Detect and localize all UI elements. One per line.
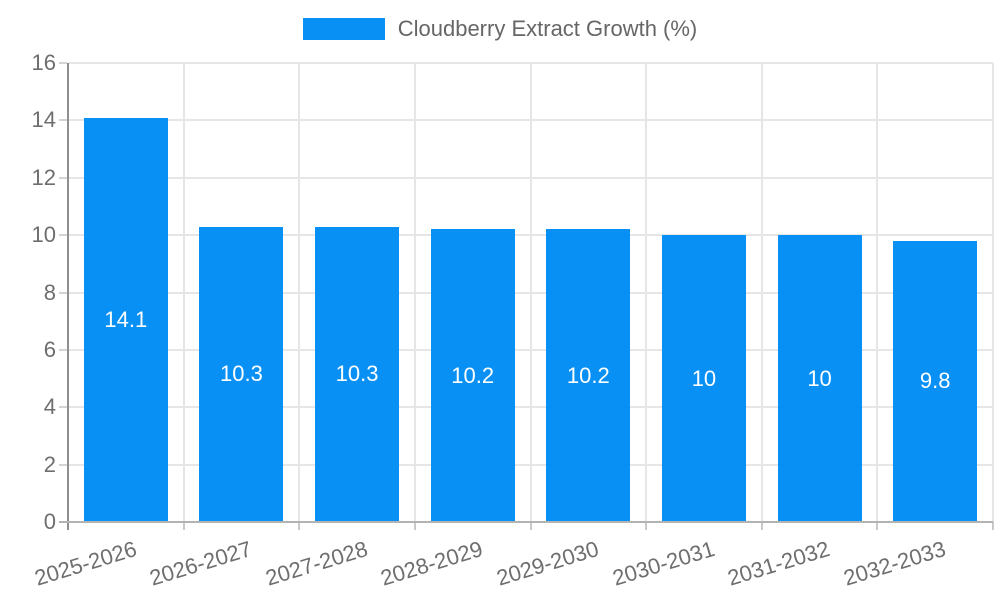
y-axis-tick-label: 8: [43, 279, 56, 305]
x-axis-tick-mark: [992, 522, 994, 530]
bar-2025-2026[interactable]: [83, 117, 168, 522]
chart-legend: Cloudberry Extract Growth (%): [0, 16, 1000, 42]
bar-value-label: 10.3: [335, 361, 379, 387]
legend-item-cloudberry[interactable]: Cloudberry Extract Growth (%): [302, 16, 698, 42]
x-axis-tick-mark: [413, 522, 416, 530]
bar-value-label: 10.3: [220, 361, 263, 387]
y-axis-tick-label: 10: [31, 222, 56, 248]
y-axis-tick-mark: [59, 176, 67, 179]
bar-2027-2028[interactable]: [315, 226, 400, 522]
y-axis-tick-mark: [59, 62, 67, 64]
x-axis-tick-label: 2029-2030: [493, 536, 602, 591]
bar-2030-2031[interactable]: [661, 235, 746, 522]
bar-value-label: 10.2: [566, 362, 610, 388]
bar-value-label: 10: [691, 365, 717, 391]
y-axis-tick-mark: [59, 406, 67, 409]
gridline-vertical: [760, 63, 763, 522]
bar-value-label: 10: [807, 365, 832, 391]
gridline-vertical: [298, 63, 301, 522]
x-axis-tick-mark: [760, 522, 763, 530]
bar-2032-2033[interactable]: [893, 240, 978, 522]
x-axis-tick-mark: [529, 522, 532, 530]
bar-value-label: 10.2: [451, 362, 495, 388]
plot-area: 14.1 10.3 10.3 10.2 10.2 10 10 9.8: [59, 62, 994, 530]
y-axis-tick-label: 2: [43, 451, 56, 477]
legend-color-swatch: [302, 18, 385, 40]
y-axis-tick-label: 14: [31, 107, 56, 133]
bar-2029-2030[interactable]: [546, 229, 631, 522]
x-axis-tick-label: 2025-2026: [31, 536, 140, 591]
bar-value-label: 9.8: [919, 368, 951, 394]
x-axis-tick-mark: [298, 522, 301, 530]
y-axis-tick-mark: [59, 348, 67, 351]
gridline-vertical: [876, 63, 879, 522]
x-axis-tick-label: 2031-2032: [724, 536, 833, 591]
y-axis-tick-mark: [59, 119, 67, 122]
x-axis-tick-label: 2032-2033: [840, 536, 949, 591]
gridline-vertical: [182, 63, 185, 522]
gridline-vertical: [529, 63, 532, 522]
bar-value-label: 14.1: [104, 306, 148, 332]
y-axis-tick-label: 0: [43, 509, 56, 534]
x-axis-tick-mark: [182, 522, 185, 530]
x-axis-tick-label: 2030-2031: [609, 536, 718, 591]
x-axis-line: [59, 521, 993, 523]
bar-2028-2029[interactable]: [430, 229, 515, 522]
gridline-vertical: [413, 63, 416, 522]
x-axis-tick-mark: [876, 522, 879, 530]
y-axis-tick-label: 12: [31, 164, 56, 190]
legend-label: Cloudberry Extract Growth (%): [397, 16, 698, 41]
y-axis-tick-label: 16: [31, 50, 56, 75]
y-axis-line: [67, 63, 69, 530]
gridline-vertical: [992, 63, 994, 522]
y-axis-tick-mark: [59, 234, 67, 237]
x-axis-tick-label: 2027-2028: [262, 536, 371, 591]
y-axis-tick-mark: [59, 291, 67, 294]
bar-2026-2027[interactable]: [199, 226, 284, 522]
x-axis-tick-mark: [645, 522, 648, 530]
x-axis-tick-label: 2026-2027: [146, 536, 255, 591]
x-axis-tick-label: 2028-2029: [378, 536, 486, 591]
y-axis-tick-label: 4: [43, 394, 56, 420]
bar-2031-2032[interactable]: [777, 235, 862, 522]
gridline-vertical: [645, 63, 648, 522]
y-axis-tick-label: 6: [43, 336, 56, 362]
y-axis-tick-mark: [59, 463, 67, 466]
